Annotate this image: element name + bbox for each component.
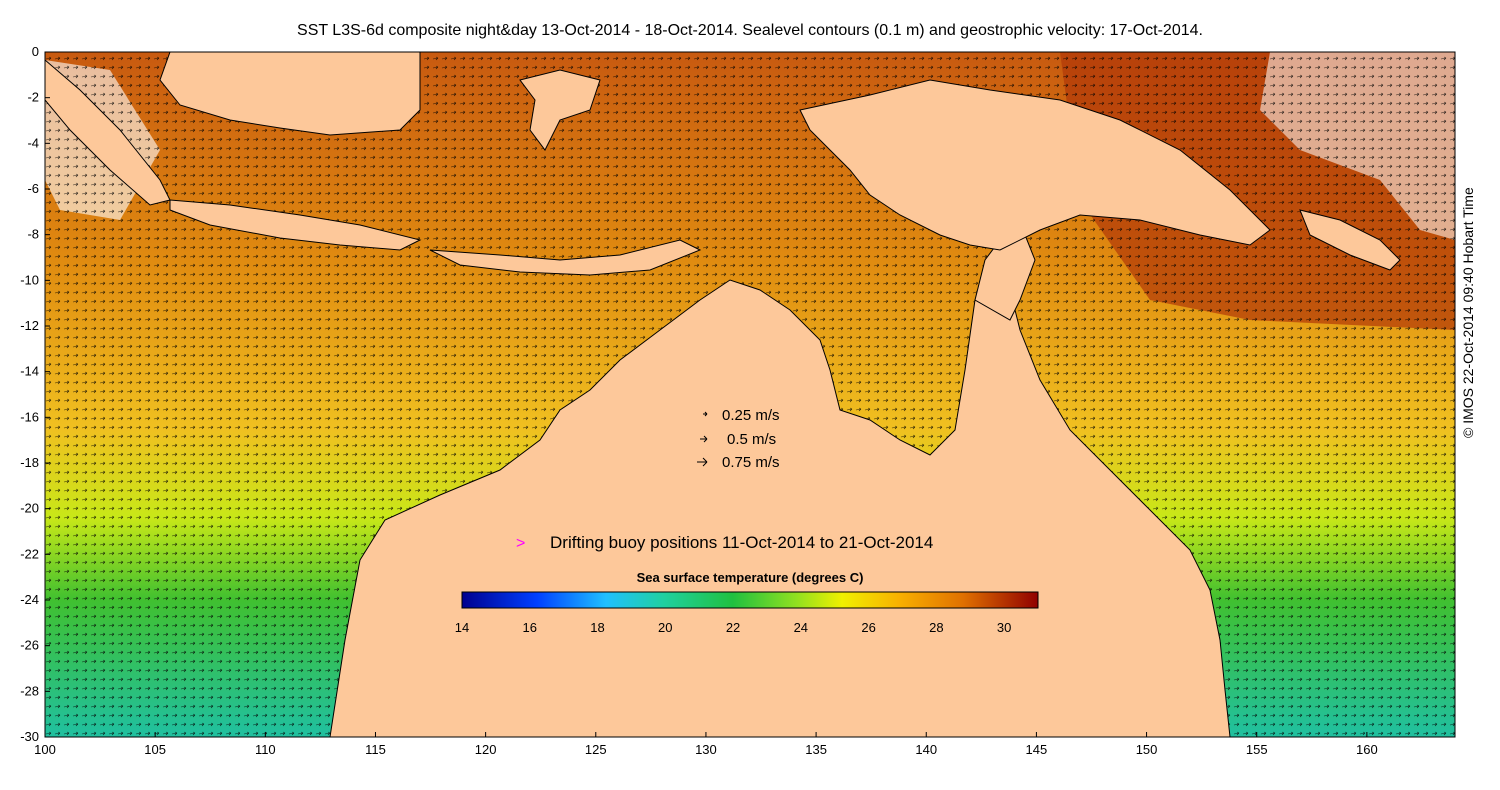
x-tick-label: 110 bbox=[255, 742, 276, 757]
buoy-legend-label: Drifting buoy positions 11-Oct-2014 to 2… bbox=[550, 533, 933, 552]
x-tick-label: 160 bbox=[1356, 742, 1378, 757]
land-cape-york bbox=[974, 234, 1036, 321]
y-tick-label: -16 bbox=[20, 409, 39, 424]
y-tick-label: -2 bbox=[27, 90, 39, 105]
map-title: SST L3S-6d composite night&day 13-Oct-20… bbox=[297, 22, 1203, 39]
x-tick-label: 135 bbox=[805, 742, 827, 757]
x-tick-label: 150 bbox=[1136, 742, 1158, 757]
y-tick-label: -18 bbox=[20, 455, 39, 470]
y-tick-label: -22 bbox=[20, 546, 39, 561]
x-tick-label: 140 bbox=[915, 742, 937, 757]
credit-text: © IMOS 22-Oct-2014 09:40 Hobart Time bbox=[1460, 187, 1476, 438]
colorbar-tick-label: 20 bbox=[658, 620, 672, 635]
colorbar-title: Sea surface temperature (degrees C) bbox=[637, 570, 864, 585]
velocity-arrow-075 bbox=[697, 457, 708, 467]
x-tick-label: 115 bbox=[365, 742, 386, 757]
buoy-marker-icon: > bbox=[516, 535, 525, 552]
x-tick-label: 105 bbox=[144, 742, 166, 757]
y-tick-label: -14 bbox=[20, 364, 39, 379]
y-tick-label: -6 bbox=[27, 181, 39, 196]
y-tick-label: -24 bbox=[20, 592, 39, 607]
x-tick-label: 125 bbox=[585, 742, 607, 757]
colorbar-tick-label: 18 bbox=[590, 620, 604, 635]
x-tick-label: 120 bbox=[475, 742, 497, 757]
velocity-label-05: 0.5 m/s bbox=[727, 431, 776, 448]
land-australia bbox=[329, 279, 1231, 737]
colorbar-tick-label: 16 bbox=[523, 620, 537, 635]
y-tick-label: -12 bbox=[20, 318, 39, 333]
x-tick-label: 130 bbox=[695, 742, 717, 757]
colorbar: Sea surface temperature (degrees C) 14 16… bbox=[455, 570, 1039, 635]
velocity-legend: 0.25 m/s 0.5 m/s 0.75 m/s bbox=[697, 407, 780, 471]
velocity-label-025: 0.25 m/s bbox=[722, 407, 780, 424]
land-sumatra bbox=[45, 59, 171, 206]
x-tick-label: 100 bbox=[34, 742, 56, 757]
y-tick-label: -8 bbox=[27, 227, 39, 242]
velocity-label-075: 0.75 m/s bbox=[722, 454, 780, 471]
colorbar-tick-label: 22 bbox=[726, 620, 740, 635]
land-java bbox=[169, 199, 422, 251]
colorbar-tick-label: 26 bbox=[861, 620, 875, 635]
colorbar-tick-label: 28 bbox=[929, 620, 943, 635]
y-tick-label: -4 bbox=[27, 135, 39, 150]
colorbar-gradient bbox=[461, 591, 1039, 609]
y-tick-label: -30 bbox=[20, 729, 39, 744]
y-tick-label: -28 bbox=[20, 683, 39, 698]
colorbar-tick-label: 30 bbox=[997, 620, 1011, 635]
y-tick-label: 0 bbox=[32, 44, 39, 59]
land-islands-east bbox=[1299, 209, 1401, 271]
colorbar-tick-label: 24 bbox=[794, 620, 808, 635]
land-borneo bbox=[159, 52, 421, 136]
land-lesser-sunda bbox=[429, 239, 702, 276]
x-axis: 100 105 110 115 120 125 130 135 140 145 150 155 160 bbox=[34, 732, 1378, 757]
colorbar-tick-label: 14 bbox=[455, 620, 469, 635]
x-tick-label: 145 bbox=[1026, 742, 1048, 757]
y-tick-label: -26 bbox=[20, 638, 39, 653]
land-new-guinea bbox=[799, 79, 1271, 251]
y-tick-label: -20 bbox=[20, 501, 39, 516]
buoy-legend: > Drifting buoy positions 11-Oct-2014 to… bbox=[516, 533, 933, 552]
plot-frame bbox=[44, 51, 1456, 738]
land-sulawesi bbox=[519, 69, 601, 151]
velocity-arrow-05 bbox=[700, 435, 708, 443]
velocity-arrow-025 bbox=[703, 411, 708, 417]
y-tick-label: -10 bbox=[20, 272, 39, 287]
y-axis: 0 -2 -4 -6 -8 -10 -12 -14 -16 -18 -20 -22 -24 -26 -28 -… bbox=[20, 44, 50, 744]
x-tick-label: 155 bbox=[1246, 742, 1268, 757]
